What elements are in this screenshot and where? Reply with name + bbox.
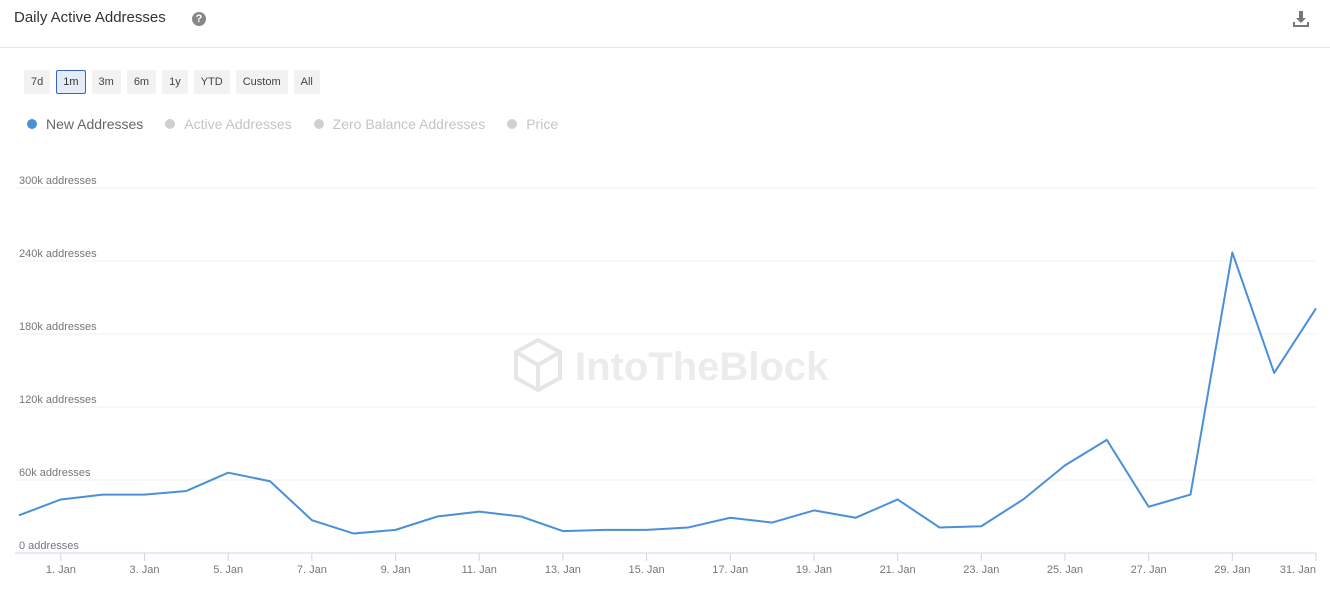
range-button[interactable]: 7d	[24, 70, 51, 94]
x-tick-label: 29. Jan	[1214, 564, 1250, 576]
range-buttons: 7d 1m 3m 6m 1y YTD Custom All	[24, 70, 320, 94]
range-button[interactable]: 3m	[91, 70, 121, 94]
x-tick-label: 19. Jan	[796, 564, 832, 576]
legend-dot	[165, 119, 176, 129]
x-tick-label: 25. Jan	[1047, 564, 1083, 576]
x-tick-label: 7. Jan	[297, 564, 327, 576]
watermark-logo	[514, 337, 562, 393]
range-button[interactable]: All	[293, 70, 320, 94]
x-tick-label: 3. Jan	[130, 564, 160, 576]
x-tick-label: 11. Jan	[462, 564, 497, 576]
y-tick-label: 300k addresses	[19, 175, 97, 187]
legend-item[interactable]: Active Addresses	[165, 116, 292, 132]
x-tick-label: 5. Jan	[213, 564, 243, 576]
x-tick-label: 31. Jan	[1280, 564, 1316, 576]
series-line	[18, 251, 1317, 535]
x-tick-label: 27. Jan	[1131, 564, 1167, 576]
range-button[interactable]: Custom	[235, 70, 288, 94]
y-tick-label: 180k addresses	[19, 321, 97, 333]
legend-label: Zero Balance Addresses	[332, 116, 486, 132]
legend-item[interactable]: New Addresses	[27, 116, 143, 132]
divider	[0, 47, 1330, 48]
legend-dot	[27, 119, 37, 129]
legend-item[interactable]: Price	[507, 116, 558, 132]
legend-item[interactable]: Zero Balance Addresses	[313, 116, 486, 132]
x-tick-label: 9. Jan	[381, 564, 411, 576]
chart-title: Daily Active Addresses	[14, 9, 166, 26]
x-tick-label: 13. Jan	[545, 564, 581, 576]
legend-label: New Addresses	[46, 116, 144, 132]
legend-dot	[507, 119, 518, 129]
legend-label: Price	[526, 116, 559, 132]
help-icon[interactable]: ?	[192, 12, 206, 26]
x-tick-label: 1. Jan	[46, 564, 76, 576]
range-button[interactable]: 6m	[126, 70, 157, 94]
x-tick-label: 23. Jan	[963, 564, 999, 576]
y-tick-label: 60k addresses	[19, 467, 91, 479]
range-button[interactable]: YTD	[193, 70, 230, 94]
range-button[interactable]: 1m	[56, 70, 86, 94]
x-tick-label: 21. Jan	[880, 564, 916, 576]
legend-dot	[313, 119, 324, 129]
legend-label: Active Addresses	[184, 116, 292, 132]
x-tick-label: 17. Jan	[712, 564, 748, 576]
x-tick-label: 15. Jan	[629, 564, 665, 576]
range-button[interactable]: 1y	[162, 70, 188, 94]
watermark: IntoTheBlock	[575, 345, 829, 389]
download-icon[interactable]	[1292, 10, 1310, 28]
y-tick-label: 0 addresses	[19, 540, 79, 552]
y-tick-label: 120k addresses	[19, 394, 97, 406]
y-tick-label: 240k addresses	[19, 248, 97, 260]
legend: New Addresses Active Addresses Zero Balanc…	[27, 116, 558, 132]
